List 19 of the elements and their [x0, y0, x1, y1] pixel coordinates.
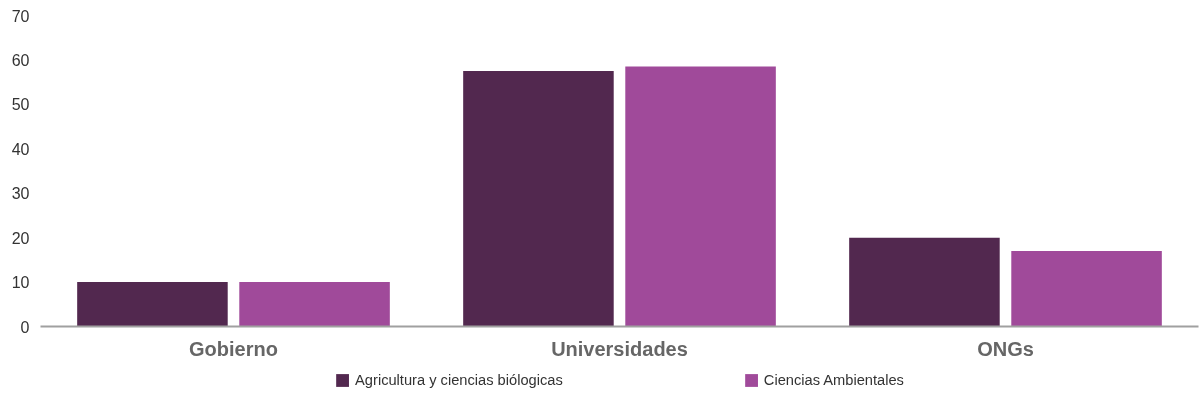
- y-tick-label: 70: [11, 7, 30, 25]
- bar: [625, 66, 776, 327]
- bar: [1011, 250, 1162, 327]
- y-tick-label: 20: [11, 229, 30, 247]
- x-tick-label: ONGs: [977, 337, 1034, 360]
- y-tick-label: 40: [11, 140, 30, 158]
- y-tick-label: 30: [11, 185, 30, 203]
- bar: [849, 237, 1000, 327]
- legend-label: Agricultura y ciencias biólogicas: [355, 372, 563, 388]
- y-tick-label: 50: [11, 96, 30, 114]
- bar: [239, 282, 390, 327]
- x-tick-label: Universidades: [551, 337, 688, 360]
- y-tick-label: 0: [20, 318, 30, 336]
- y-tick-label: 60: [11, 51, 30, 69]
- x-tick-label: Gobierno: [189, 337, 278, 360]
- legend-label: Ciencias Ambientales: [763, 372, 904, 388]
- bar: [77, 282, 228, 327]
- bar: [463, 71, 614, 327]
- y-tick-label: 10: [11, 274, 30, 292]
